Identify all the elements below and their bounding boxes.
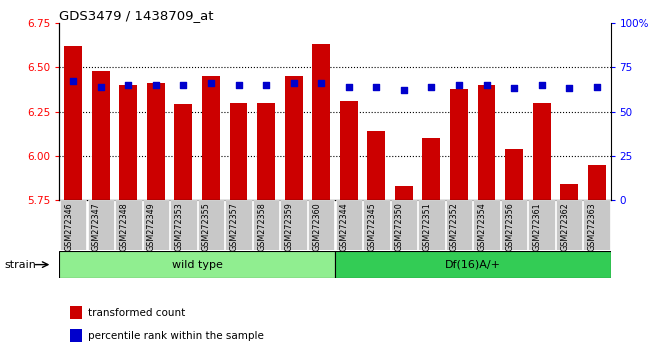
Point [178,82,189,88]
Point [343,84,354,90]
Text: GSM272360: GSM272360 [312,202,321,251]
Point [481,82,492,88]
Point [564,86,574,91]
Bar [583,200,610,250]
Text: GSM272345: GSM272345 [367,202,376,251]
Bar [368,131,385,200]
Bar [446,200,472,250]
Text: GSM272357: GSM272357 [230,202,238,251]
Bar [143,200,169,250]
Text: GSM272361: GSM272361 [533,202,542,251]
Text: percentile rank within the sample: percentile rank within the sample [88,331,264,341]
Bar [202,76,220,200]
Bar [59,251,335,278]
Bar [505,149,523,200]
Text: GSM272359: GSM272359 [284,202,294,251]
Bar [230,103,248,200]
Text: GSM272355: GSM272355 [202,202,211,251]
Point [453,82,464,88]
Point [233,82,244,88]
Bar [60,200,86,250]
Text: GSM272353: GSM272353 [174,202,183,251]
Text: GSM272350: GSM272350 [395,202,404,251]
Point [96,84,106,90]
Bar [312,44,330,200]
Text: GSM272356: GSM272356 [505,202,514,251]
Bar [257,103,275,200]
Bar [115,200,141,250]
Bar [71,330,82,342]
Bar [340,101,358,200]
Text: GSM272354: GSM272354 [477,202,486,251]
Point [206,80,216,86]
Bar [391,200,417,250]
Text: GSM272352: GSM272352 [450,202,459,251]
Point [123,82,133,88]
Bar [395,186,412,200]
Bar [450,88,468,200]
Text: GSM272363: GSM272363 [587,202,597,251]
Bar [170,200,197,250]
Point [399,87,409,93]
Bar [501,200,527,250]
Bar [119,85,137,200]
Text: GDS3479 / 1438709_at: GDS3479 / 1438709_at [59,9,214,22]
Text: GSM272347: GSM272347 [92,202,101,251]
Bar [225,200,251,250]
Text: GSM272362: GSM272362 [560,202,569,251]
Point [537,82,547,88]
Point [509,86,519,91]
Bar [478,85,496,200]
Text: GSM272346: GSM272346 [64,202,73,251]
Text: GSM272344: GSM272344 [340,202,348,251]
Point [261,82,271,88]
Text: strain: strain [5,259,36,270]
Bar [64,46,82,200]
Bar [556,200,582,250]
Bar [335,251,610,278]
Bar [529,200,555,250]
Text: wild type: wild type [172,259,222,270]
Bar [588,165,606,200]
Bar [363,200,389,250]
Bar [280,200,307,250]
Point [150,82,161,88]
Bar [88,200,114,250]
Text: GSM272349: GSM272349 [147,202,156,251]
Bar [253,200,279,250]
Bar [92,71,110,200]
Bar [147,83,165,200]
Bar [473,200,500,250]
Bar [533,103,550,200]
Point [288,80,299,86]
Point [371,84,381,90]
Bar [284,76,302,200]
Point [316,80,327,86]
Bar [174,104,192,200]
Point [426,84,437,90]
Text: GSM272358: GSM272358 [257,202,266,251]
Text: Df(16)A/+: Df(16)A/+ [445,259,501,270]
Bar [422,138,440,200]
Point [68,79,79,84]
Bar [71,307,82,319]
Text: GSM272348: GSM272348 [119,202,128,251]
Bar [198,200,224,250]
Bar [335,200,362,250]
Bar [418,200,445,250]
Text: GSM272351: GSM272351 [422,202,432,251]
Bar [308,200,335,250]
Point [591,84,602,90]
Text: transformed count: transformed count [88,308,185,318]
Bar [560,184,578,200]
